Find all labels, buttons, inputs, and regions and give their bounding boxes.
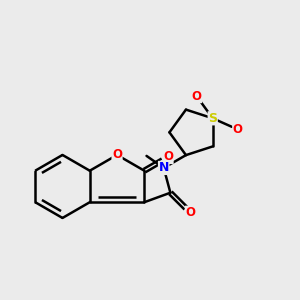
- Text: O: O: [163, 151, 173, 164]
- Text: O: O: [192, 90, 202, 103]
- Text: N: N: [158, 161, 169, 174]
- Text: O: O: [185, 206, 195, 219]
- Text: O: O: [112, 148, 122, 161]
- Text: S: S: [208, 112, 217, 125]
- Text: O: O: [233, 123, 243, 136]
